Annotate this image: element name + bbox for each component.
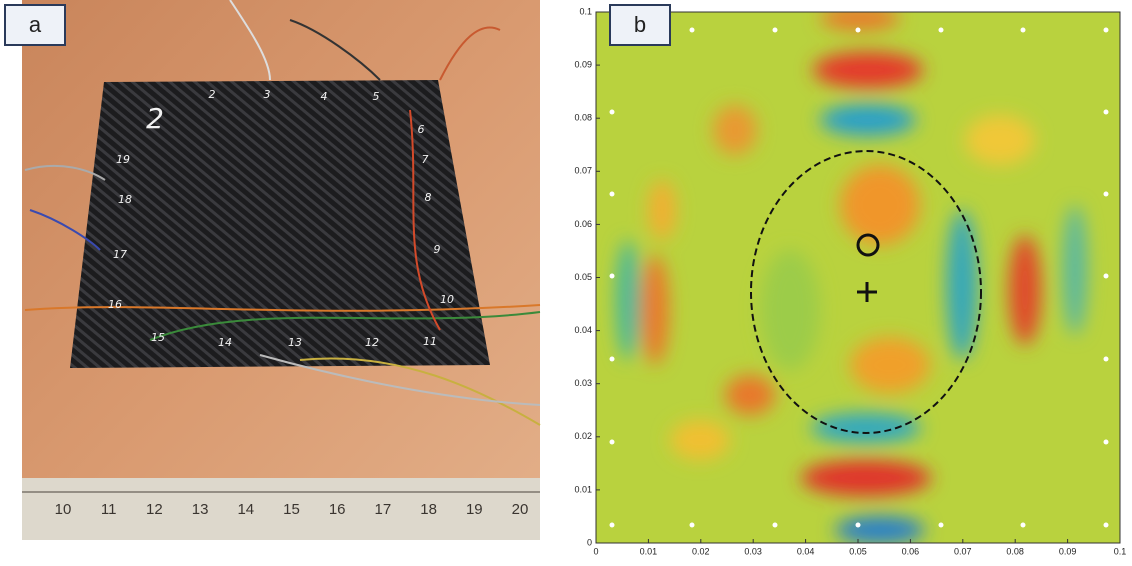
plate-label: 15	[151, 331, 165, 344]
x-tick-label: 0.05	[849, 546, 867, 556]
y-tick-label: 0.07	[574, 166, 592, 176]
y-tick-label: 0.03	[574, 378, 592, 388]
y-tick-label: 0.04	[574, 325, 592, 335]
plate-label: 19	[116, 153, 130, 166]
y-tick-label: 0.08	[574, 113, 592, 123]
ruler-label: 20	[512, 501, 529, 518]
x-tick-label: 0.04	[797, 546, 815, 556]
ruler-label: 17	[375, 501, 392, 518]
plate-label: 14	[218, 336, 232, 349]
plate-label: 2	[209, 88, 216, 101]
ruler-label: 11	[101, 501, 117, 518]
ruler-label: 14	[237, 501, 254, 518]
x-tick-label: 0.09	[1059, 546, 1077, 556]
ruler-label: 15	[283, 501, 300, 518]
ruler-label: 10	[55, 501, 72, 518]
y-tick-label: 0.1	[579, 6, 592, 16]
x-tick-label: 0.06	[902, 546, 920, 556]
figure: 2 2 3 4 5 6 7 8 9 10 11 12 13 14 15 16 17 18 19 10 11 12 13 14…	[0, 0, 1132, 561]
y-tick-label: 0.09	[574, 59, 592, 69]
plate-label: 16	[108, 298, 122, 311]
x-tick-label: 0.07	[954, 546, 972, 556]
x-tick-label: 0	[593, 546, 598, 556]
panel-label: b	[634, 12, 646, 37]
plate-label: 9	[434, 243, 441, 256]
plate-label: 18	[118, 193, 132, 206]
plate-label: 7	[422, 153, 429, 166]
plate-label: 6	[418, 123, 425, 136]
photo: 2 2 3 4 5 6 7 8 9 10 11 12 13 14 15 16 17 18 19 10 11 12 13 14…	[22, 0, 540, 540]
y-tick-label: 0.06	[574, 219, 592, 229]
plate-label: 13	[288, 336, 302, 349]
plate-label: 12	[365, 336, 379, 349]
y-tick-label: 0.05	[574, 272, 592, 282]
x-tick-label: 0.1	[1114, 546, 1127, 556]
y-tick-label: 0	[587, 537, 592, 547]
plate-label: 17	[113, 248, 127, 261]
ruler-label: 13	[192, 501, 209, 518]
plate-label: 10	[440, 293, 454, 306]
y-tick-label: 0.02	[574, 431, 592, 441]
plate-label: 4	[321, 90, 328, 103]
ruler-label: 12	[146, 501, 163, 518]
x-tick-label: 0.03	[744, 546, 762, 556]
ruler-label: 19	[466, 501, 483, 518]
ruler-label: 18	[420, 501, 437, 518]
plate-label: 2	[146, 102, 164, 135]
plate-label: 3	[264, 88, 271, 101]
x-tick-label: 0.01	[640, 546, 658, 556]
x-tick-label: 0.08	[1006, 546, 1024, 556]
plate-label: 5	[373, 90, 380, 103]
y-tick-label: 0.01	[574, 484, 592, 494]
plate-label: 11	[423, 335, 437, 348]
field-map	[596, 6, 1120, 544]
x-tick-label: 0.02	[692, 546, 710, 556]
plate-label: 8	[425, 191, 432, 204]
panel-label: a	[29, 12, 42, 37]
ruler-label: 16	[329, 501, 346, 518]
